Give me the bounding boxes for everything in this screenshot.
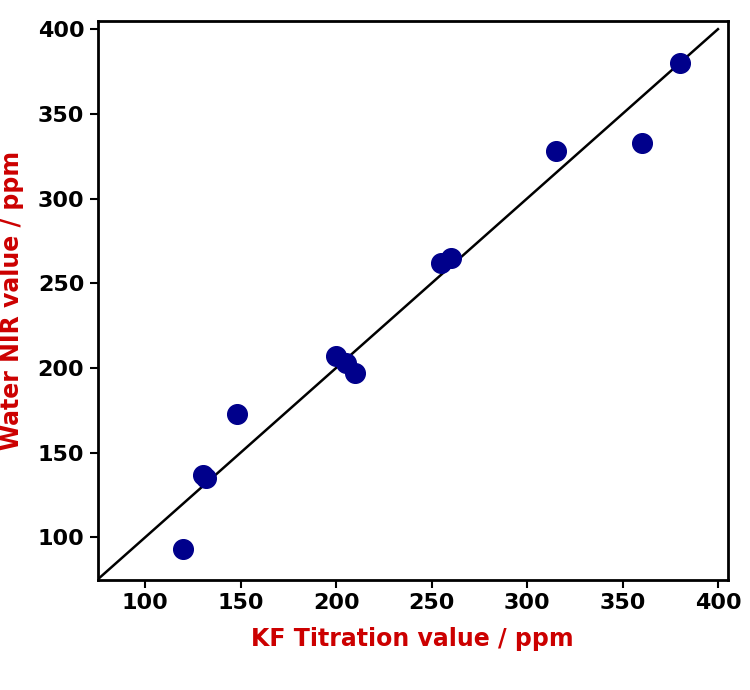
Point <box>635 137 647 148</box>
Point <box>231 408 243 419</box>
Y-axis label: Water NIR value / ppm: Water NIR value / ppm <box>0 150 24 450</box>
Point <box>674 57 686 68</box>
Point <box>330 351 342 362</box>
Point <box>550 146 562 157</box>
Point <box>200 473 212 484</box>
Point <box>340 357 352 368</box>
Point <box>196 469 208 480</box>
Point <box>435 257 447 268</box>
X-axis label: KF Titration value / ppm: KF Titration value / ppm <box>251 627 574 651</box>
Point <box>350 368 361 379</box>
Point <box>445 253 457 264</box>
Point <box>178 544 190 555</box>
